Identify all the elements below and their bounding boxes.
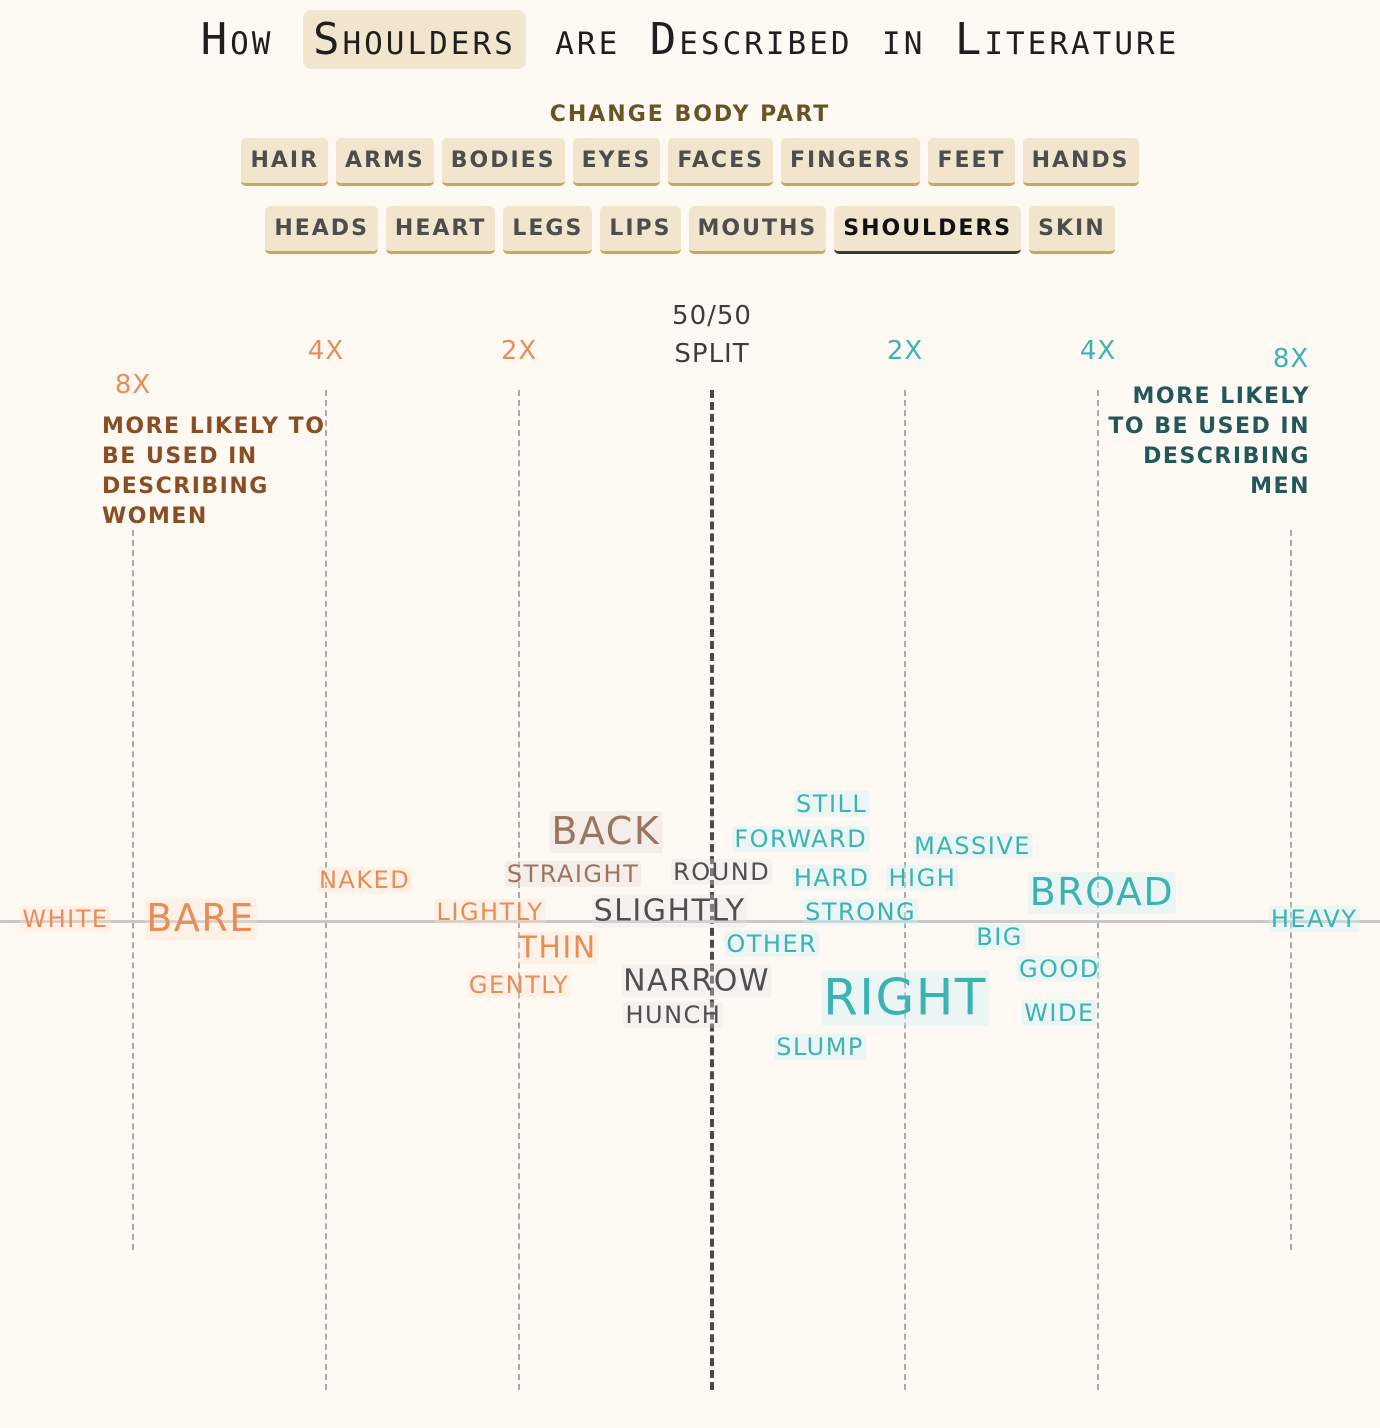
word-naked[interactable]: NAKED	[316, 865, 413, 894]
word-right[interactable]: RIGHT	[821, 968, 989, 1027]
body-part-tabs-row-1: HAIR ARMS BODIES EYES FACES FINGERS FEET…	[0, 138, 1380, 186]
word-thin[interactable]: THIN	[516, 930, 599, 966]
title-highlight: Shoulders	[302, 10, 526, 69]
tab-feet[interactable]: FEET	[928, 138, 1015, 186]
chart-title: How Shoulders are Described in Literatur…	[0, 10, 1380, 69]
body-part-tabs-row-2: HEADS HEART LEGS LIPS MOUTHS SHOULDERS S…	[0, 206, 1380, 254]
tick-line-0	[132, 530, 134, 1250]
word-high[interactable]: HIGH	[886, 863, 959, 892]
word-heavy[interactable]: HEAVY	[1268, 904, 1360, 933]
word-forward[interactable]: FORWARD	[732, 824, 870, 853]
word-back[interactable]: BACK	[549, 809, 663, 854]
tab-lips[interactable]: LIPS	[600, 206, 681, 254]
tick-line-5	[1097, 390, 1099, 1390]
split-label-line1: 50/50	[672, 301, 752, 331]
word-strong[interactable]: STRONG	[803, 897, 919, 926]
tab-heart[interactable]: HEART	[385, 206, 496, 254]
split-label: 50/50 SPLIT	[612, 297, 812, 373]
title-before: How	[200, 14, 303, 65]
word-massive[interactable]: MASSIVE	[912, 831, 1033, 860]
word-other[interactable]: OTHER	[724, 929, 820, 958]
tick-line-3	[710, 390, 714, 1390]
word-hunch[interactable]: HUNCH	[623, 1000, 724, 1029]
tick-label-6: 8X	[1272, 344, 1310, 374]
tab-mouths[interactable]: MOUTHS	[688, 206, 827, 254]
word-slightly[interactable]: SLIGHTLY	[591, 893, 748, 929]
tab-skin[interactable]: SKIN	[1029, 206, 1115, 254]
women-caption: MORE LIKELY TO BE USED IN DESCRIBING WOM…	[102, 414, 326, 529]
tick-line-1	[325, 390, 327, 1390]
change-body-part-label: CHANGE BODY PART	[549, 102, 831, 127]
tick-label-1: 4X	[307, 336, 345, 366]
tab-faces[interactable]: FACES	[668, 138, 773, 186]
tick-line-4	[904, 390, 906, 1390]
tick-label-4: 2X	[886, 336, 924, 366]
tab-hands[interactable]: HANDS	[1022, 138, 1139, 186]
word-white[interactable]: WHITE	[20, 904, 111, 933]
tab-shoulders[interactable]: SHOULDERS	[834, 206, 1022, 254]
axis-baseline	[0, 920, 1380, 923]
tab-heads[interactable]: HEADS	[265, 206, 378, 254]
word-straight[interactable]: STRAIGHT	[504, 859, 642, 888]
word-good[interactable]: GOOD	[1016, 954, 1102, 983]
word-broad[interactable]: BROAD	[1027, 870, 1177, 915]
split-label-line2: SPLIT	[674, 339, 750, 369]
word-big[interactable]: BIG	[974, 922, 1025, 951]
men-caption: MORE LIKELY TO BE USED IN DESCRIBING MEN	[1108, 384, 1310, 499]
word-narrow[interactable]: NARROW	[621, 963, 773, 999]
tab-bodies[interactable]: BODIES	[441, 138, 565, 186]
tab-arms[interactable]: ARMS	[336, 138, 434, 186]
tab-legs[interactable]: LEGS	[503, 206, 593, 254]
word-round[interactable]: ROUND	[671, 857, 773, 886]
word-bare[interactable]: BARE	[144, 896, 257, 941]
word-wide[interactable]: WIDE	[1022, 998, 1097, 1027]
tab-fingers[interactable]: FINGERS	[780, 138, 921, 186]
title-after: are Described in Literature	[525, 14, 1180, 65]
word-still[interactable]: STILL	[794, 789, 870, 818]
tick-label-0: 8X	[114, 370, 152, 400]
word-gently[interactable]: GENTLY	[466, 970, 572, 999]
tab-eyes[interactable]: EYES	[572, 138, 661, 186]
word-hard[interactable]: HARD	[791, 863, 872, 892]
word-lightly[interactable]: LIGHTLY	[434, 897, 546, 926]
tick-line-2	[518, 390, 520, 1390]
word-slump[interactable]: SLUMP	[774, 1032, 866, 1061]
tab-hair[interactable]: HAIR	[241, 138, 329, 186]
tick-label-2: 2X	[500, 336, 538, 366]
tick-label-5: 4X	[1079, 336, 1117, 366]
tick-line-6	[1290, 530, 1292, 1250]
